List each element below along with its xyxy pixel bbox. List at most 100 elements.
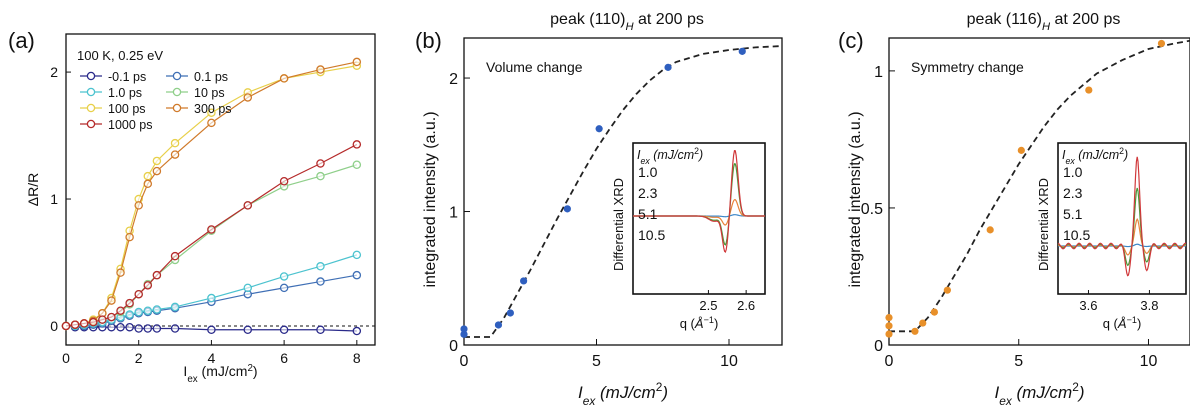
inset-legend-title-c: Iex (mJ/cm2) [1062,146,1128,166]
data-point-a [116,306,125,315]
y-tick-label-c: 0.5 [861,201,883,218]
inset-b: 2.5 2.6 q (Å−1) Differential XRD Iex (mJ/cm2… [611,142,766,331]
data-point-a [79,319,89,328]
data-point-a [61,321,71,331]
data-point-c [1085,86,1093,94]
panel-label-a: (a) [8,28,35,53]
data-point-c [885,322,893,330]
data-point-b [460,330,468,338]
legend-label-a: 1.0 ps [108,86,142,100]
data-point-a [170,138,180,148]
data-point-a [316,277,325,286]
data-point-a [352,250,362,260]
inset-legend-label-c: 5.1 [1063,206,1083,222]
y-tick-label-c: 1 [874,64,883,81]
panel-c: (c) peak (116)H at 200 ps 0 5 10 0 0.5 1 Iex (mJ… [838,11,1190,407]
data-point-a [143,324,153,333]
inset-c: 3.6 3.8 q (Å−1) Differential XRD Iex (mJ/cm2… [1036,142,1187,331]
data-point-a [98,315,107,324]
inset-frame-c [1057,142,1187,295]
inset-x-tick-label-b: 2.5 [699,298,717,313]
inset-x-tick-label-b: 2.6 [737,298,755,313]
data-point-b [506,309,514,317]
inset-legend-label-c: 1.0 [1063,164,1083,180]
legend-marker-a [172,103,182,113]
panel-b: (b) peak (110)H at 200 ps 0 5 10 0 1 2 Iex (mJ/c… [415,11,783,407]
x-tick-label-b: 5 [592,353,601,370]
data-point-a [107,312,116,322]
plot-frame-c [888,37,1190,346]
x-axis-label-c: Iex (mJ/cm2) [994,380,1084,407]
inset-legend-title-b: Iex (mJ/cm2) [637,146,703,166]
chart-title-c: peak (116)H at 200 ps [967,11,1121,33]
data-point-a [152,166,162,176]
data-point-c [885,330,893,338]
data-point-c [911,327,919,335]
legend-marker-a [172,87,182,97]
data-point-b [738,47,746,55]
data-point-a [116,268,125,277]
data-point-a [125,310,134,319]
y-tick-label-a: 1 [50,191,58,207]
data-point-a [170,302,180,312]
data-point-a [207,118,216,128]
legend-marker-a [86,119,96,129]
data-point-c [1157,39,1166,48]
panel-label-b: (b) [415,28,442,53]
inset-series-line-b [633,150,765,254]
plot-frame-b [463,37,783,346]
inset-y-axis-label-b: Differential XRD [611,178,626,271]
data-point-a [125,322,134,332]
data-point-a [316,171,325,181]
inset-legend-label-b: 2.3 [638,185,658,201]
y-tick-label-c: 0 [874,338,883,355]
data-point-c [986,226,994,234]
inset-frame-b [632,142,766,295]
data-point-a [143,171,153,181]
data-point-a [143,306,153,315]
data-point-a [243,283,253,293]
data-point-c [943,286,951,294]
legend-label-a: 1000 ps [108,118,152,132]
legend-marker-a [86,87,96,97]
data-point-a [279,283,289,293]
data-point-a [279,272,289,281]
data-point-a [152,156,162,166]
legend-marker-a [86,71,96,81]
inset-x-axis-label-b: q (Å−1) [680,315,719,331]
x-tick-label-c: 5 [1014,353,1023,370]
x-axis-label-a: Iex (mJ/cm2) [183,363,257,385]
x-tick-label-b: 0 [460,353,469,370]
data-point-a [207,293,216,303]
data-point-a [243,93,253,102]
x-axis-label-b: Iex (mJ/cm2) [578,380,668,407]
legend-marker-a [86,103,96,113]
data-point-c [919,319,927,327]
data-point-a [134,289,143,299]
data-point-a [279,325,289,335]
inset-legend-label-b: 10.5 [638,227,665,243]
inset-legend-label-c: 10.5 [1063,227,1090,243]
annotation-c: Symmetry change [911,59,1024,75]
legend-label-a: 100 ps [108,102,146,116]
data-point-a [352,57,362,67]
inset-legend-label-c: 2.3 [1063,185,1083,201]
data-point-a [243,201,253,210]
data-point-a [152,270,162,280]
inset-y-axis-label-c: Differential XRD [1036,178,1051,271]
data-point-a [143,179,153,189]
data-point-b [460,325,468,333]
x-tick-label-a: 0 [62,350,70,366]
data-point-a [170,251,180,261]
inset-x-tick-label-c: 3.8 [1140,298,1158,313]
data-point-a [125,298,134,308]
x-tick-label-a: 6 [280,350,288,366]
data-point-b [595,125,603,133]
x-tick-label-b: 10 [720,353,738,370]
x-tick-label-a: 2 [135,350,143,366]
data-point-a [316,325,325,335]
data-point-a [143,281,153,290]
data-point-b [563,205,571,213]
x-tick-label-a: 4 [208,350,216,366]
